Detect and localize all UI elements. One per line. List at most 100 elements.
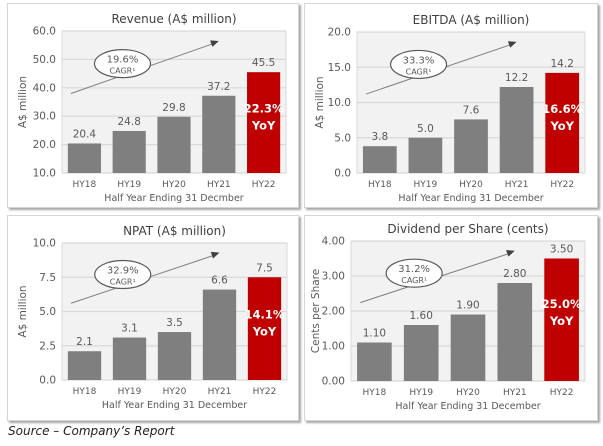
arrow-head-icon bbox=[506, 250, 515, 257]
yoy-growth-value: 16.6% bbox=[542, 102, 582, 116]
bar-highlight bbox=[247, 277, 282, 380]
data-label: 37.2 bbox=[207, 81, 230, 93]
y-tick-label: 4.00 bbox=[322, 236, 345, 248]
dividend-chart-panel: 0.00 1.00 2.00 3.00 4.00 Dividend per Share (… bbox=[304, 215, 598, 421]
y-tick-label: 7.5 bbox=[39, 272, 56, 284]
y-tick-label: 20.0 bbox=[33, 139, 56, 151]
x-tick-label: HY19 bbox=[409, 388, 433, 398]
data-label: 3.8 bbox=[371, 131, 388, 143]
ebitda-chart-panel: 0.0 5.0 10.0 15.0 20.0 EBITDA (A$ million) A$ … bbox=[304, 3, 598, 208]
x-axis-label: Half Year Ending 31 Decmber bbox=[104, 193, 243, 204]
x-tick-label: HY19 bbox=[117, 180, 141, 190]
data-label: 2.80 bbox=[503, 268, 526, 280]
cagr-label: CAGR¹ bbox=[401, 276, 427, 285]
x-tick-label: HY20 bbox=[456, 388, 480, 398]
cagr-value: 31.2% bbox=[398, 264, 430, 275]
bar bbox=[362, 146, 397, 173]
source-note: Source – Company’s Report bbox=[8, 424, 175, 438]
data-label: 12.2 bbox=[505, 72, 528, 84]
bar bbox=[202, 95, 236, 173]
arrow-head-icon bbox=[507, 41, 517, 48]
bar-highlight bbox=[545, 72, 580, 173]
bar bbox=[112, 337, 147, 380]
y-axis-label: A$ million bbox=[17, 285, 29, 337]
data-label: 14.2 bbox=[551, 58, 574, 70]
npat-chart: 0.0 2.5 5.0 7.5 10.0 NPAT (A$ million) A$ mill… bbox=[17, 224, 288, 411]
y-tick-label: 10.0 bbox=[328, 97, 351, 109]
chart-title: Dividend per Share (cents) bbox=[387, 222, 548, 236]
x-tick-label: HY19 bbox=[118, 387, 142, 397]
x-axis-label: Half Year Ending 31 December bbox=[398, 193, 543, 204]
revenue-chart-panel: 10.0 20.0 30.0 40.0 50.0 60.0 Revenue (A$ mill… bbox=[7, 3, 299, 208]
data-label: 6.6 bbox=[211, 275, 228, 287]
cagr-callout bbox=[389, 49, 448, 80]
bar bbox=[157, 116, 191, 173]
yoy-growth-value: 14.1% bbox=[245, 307, 285, 321]
bar bbox=[499, 86, 534, 173]
cagr-label: CAGR¹ bbox=[110, 278, 136, 287]
y-tick-label: 0.00 bbox=[322, 376, 345, 388]
yoy-growth-label: YoY bbox=[549, 119, 574, 133]
x-tick-label: HY22 bbox=[550, 388, 574, 398]
ebitda-chart: 0.0 5.0 10.0 15.0 20.0 EBITDA (A$ million) A$ … bbox=[314, 13, 586, 204]
data-label: 2.1 bbox=[76, 336, 93, 348]
y-axis-label: A$ million bbox=[17, 76, 29, 128]
yoy-growth-label: YoY bbox=[252, 324, 277, 338]
x-axis-label: Half Year Ending 31 December bbox=[395, 401, 540, 412]
y-tick-label: 2.5 bbox=[39, 340, 56, 352]
x-tick-label: HY21 bbox=[505, 180, 529, 190]
y-tick-label: 5.0 bbox=[334, 132, 351, 144]
x-tick-label: HY22 bbox=[253, 387, 277, 397]
y-tick-label: 10.0 bbox=[33, 238, 56, 250]
cagr-label: CAGR¹ bbox=[110, 67, 136, 76]
bar bbox=[497, 283, 533, 381]
x-tick-label: HY18 bbox=[363, 388, 387, 398]
bar bbox=[454, 119, 488, 173]
x-tick-label: HY18 bbox=[73, 387, 97, 397]
yoy-growth-label: YoY bbox=[549, 314, 574, 328]
data-label: 45.5 bbox=[252, 57, 275, 69]
x-tick-label: HY20 bbox=[162, 180, 186, 190]
cagr-callout bbox=[94, 259, 152, 290]
cagr-value: 33.3% bbox=[403, 55, 435, 66]
x-tick-label: HY21 bbox=[207, 180, 231, 190]
data-label: 1.10 bbox=[363, 328, 386, 340]
y-tick-label: 50.0 bbox=[33, 54, 56, 66]
chart-title: NPAT (A$ million) bbox=[123, 224, 226, 238]
x-tick-label: HY18 bbox=[368, 180, 392, 190]
dividend-chart: 0.00 1.00 2.00 3.00 4.00 Dividend per Share (… bbox=[310, 222, 586, 412]
x-axis-label: Half Year Ending 31 December bbox=[102, 400, 247, 411]
y-tick-label: 3.00 bbox=[322, 271, 345, 283]
revenue-chart: 10.0 20.0 30.0 40.0 50.0 60.0 Revenue (A$ mill… bbox=[17, 12, 287, 204]
data-label: 1.90 bbox=[456, 300, 479, 312]
data-label: 3.1 bbox=[121, 323, 138, 335]
bar-highlight bbox=[247, 72, 281, 173]
data-label: 1.60 bbox=[410, 310, 433, 322]
arrow-head-icon bbox=[210, 251, 220, 259]
npat-chart-panel: 0.0 2.5 5.0 7.5 10.0 NPAT (A$ million) A$ mill… bbox=[7, 215, 299, 421]
data-label: 3.50 bbox=[550, 244, 573, 256]
arrow-head-icon bbox=[210, 40, 219, 47]
x-tick-label: HY21 bbox=[208, 387, 232, 397]
y-tick-label: 15.0 bbox=[328, 62, 351, 74]
bar-highlight bbox=[544, 258, 579, 381]
y-tick-label: 2.00 bbox=[322, 306, 345, 318]
bar bbox=[67, 351, 102, 380]
cagr-callout bbox=[93, 49, 152, 79]
y-tick-label: 0.0 bbox=[39, 375, 56, 387]
y-tick-label: 60.0 bbox=[33, 26, 56, 38]
y-tick-label: 1.00 bbox=[322, 341, 345, 353]
x-tick-label: HY22 bbox=[252, 180, 276, 190]
x-tick-label: HY19 bbox=[414, 180, 438, 190]
y-tick-label: 5.0 bbox=[39, 306, 56, 318]
data-label: 29.8 bbox=[162, 102, 185, 114]
y-axis-label: Cents per Share bbox=[310, 269, 322, 353]
cagr-callout bbox=[385, 258, 443, 288]
yoy-growth-value: 25.0% bbox=[542, 297, 582, 311]
bar bbox=[408, 137, 443, 173]
bar bbox=[202, 289, 237, 380]
data-label: 3.5 bbox=[166, 317, 183, 329]
yoy-growth-value: 22.3% bbox=[244, 102, 284, 116]
bar bbox=[112, 130, 146, 173]
data-label: 7.5 bbox=[256, 262, 273, 274]
